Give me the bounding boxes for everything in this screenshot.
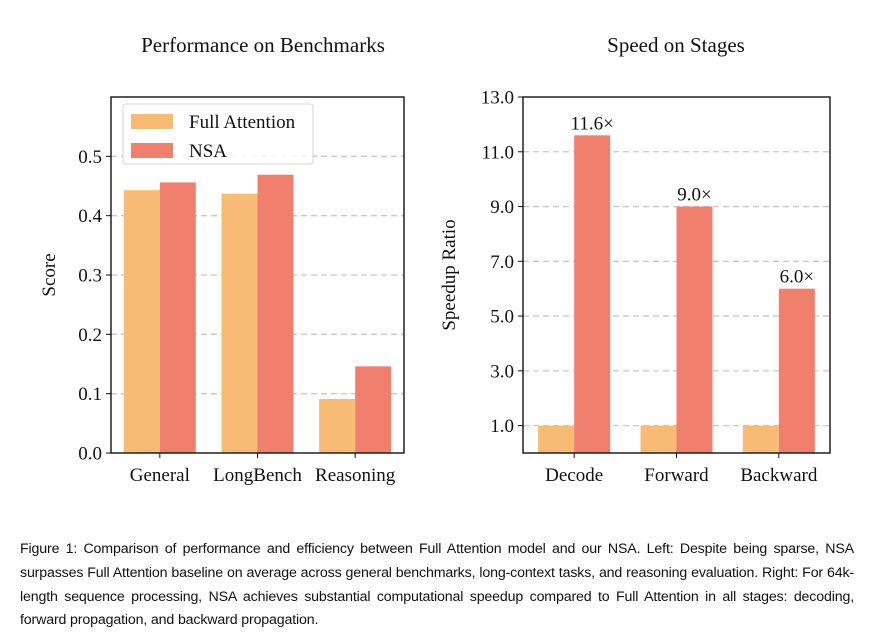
bar-nsa-backward [778, 288, 815, 453]
y-tick-label: 0.0 [78, 444, 102, 465]
legend-swatch-nsa [131, 143, 173, 158]
y-tick-label: 0.4 [78, 206, 102, 227]
bar-full-attention-decode [538, 425, 575, 453]
legend-swatch-full-attention [131, 114, 173, 129]
x-tick-label: LongBench [213, 465, 302, 486]
y-tick-label: 3.0 [490, 361, 514, 382]
y-tick-label: 7.0 [490, 252, 514, 273]
figure: Performance on Benchmarks General LongBenc… [39, 33, 831, 486]
y-axis-label: Speedup Ratio [439, 219, 460, 330]
data-label: 9.0× [677, 185, 711, 206]
legend: Full Attention NSA [122, 103, 314, 165]
axes-frame [110, 96, 405, 454]
y-tick-label: 11.0 [481, 142, 514, 163]
bar-full-attention-general [123, 190, 160, 454]
bar-nsa-longbench [257, 174, 294, 453]
y-tick-label: 13.0 [481, 88, 514, 109]
bar-full-attention-forward [640, 425, 677, 453]
bar-nsa-decode [574, 135, 611, 454]
bar-full-attention-reasoning [319, 399, 356, 453]
bar-full-attention-longbench [221, 193, 258, 454]
bar-nsa-forward [676, 206, 713, 453]
chart-title: Performance on Benchmarks [141, 33, 385, 57]
x-tick-label: General [130, 465, 190, 486]
x-tick-label: Backward [740, 465, 818, 486]
y-tick-label: 0.3 [78, 266, 102, 287]
bar-nsa-reasoning [355, 366, 392, 453]
y-tick-label: 0.1 [78, 384, 102, 405]
bar-full-attention-backward [742, 425, 779, 453]
legend-label: NSA [189, 141, 227, 162]
legend-label: Full Attention [189, 112, 296, 133]
y-axis-label: Score [39, 253, 60, 296]
x-tick-label: Decode [545, 465, 603, 486]
chart-panel-speed: Speed on Stages Decode 11.6× Forward 9.0× Bac… [439, 33, 831, 486]
y-tick-label: 9.0 [490, 197, 514, 218]
y-tick-label: 5.0 [490, 307, 514, 328]
axes-frame [522, 96, 831, 454]
chart-panel-benchmarks: Performance on Benchmarks General LongBenc… [39, 33, 405, 486]
figure-caption: Figure 1: Comparison of performance and … [20, 541, 854, 629]
y-tick-label: 0.2 [78, 325, 102, 346]
x-tick-label: Forward [644, 465, 709, 486]
y-tick-label: 1.0 [490, 416, 514, 437]
x-tick-label: Reasoning [315, 465, 396, 486]
data-label: 6.0× [780, 267, 814, 288]
y-tick-label: 0.5 [78, 147, 102, 168]
bar-nsa-general [159, 182, 196, 453]
chart-title: Speed on Stages [607, 33, 745, 57]
data-label: 11.6× [571, 113, 614, 134]
